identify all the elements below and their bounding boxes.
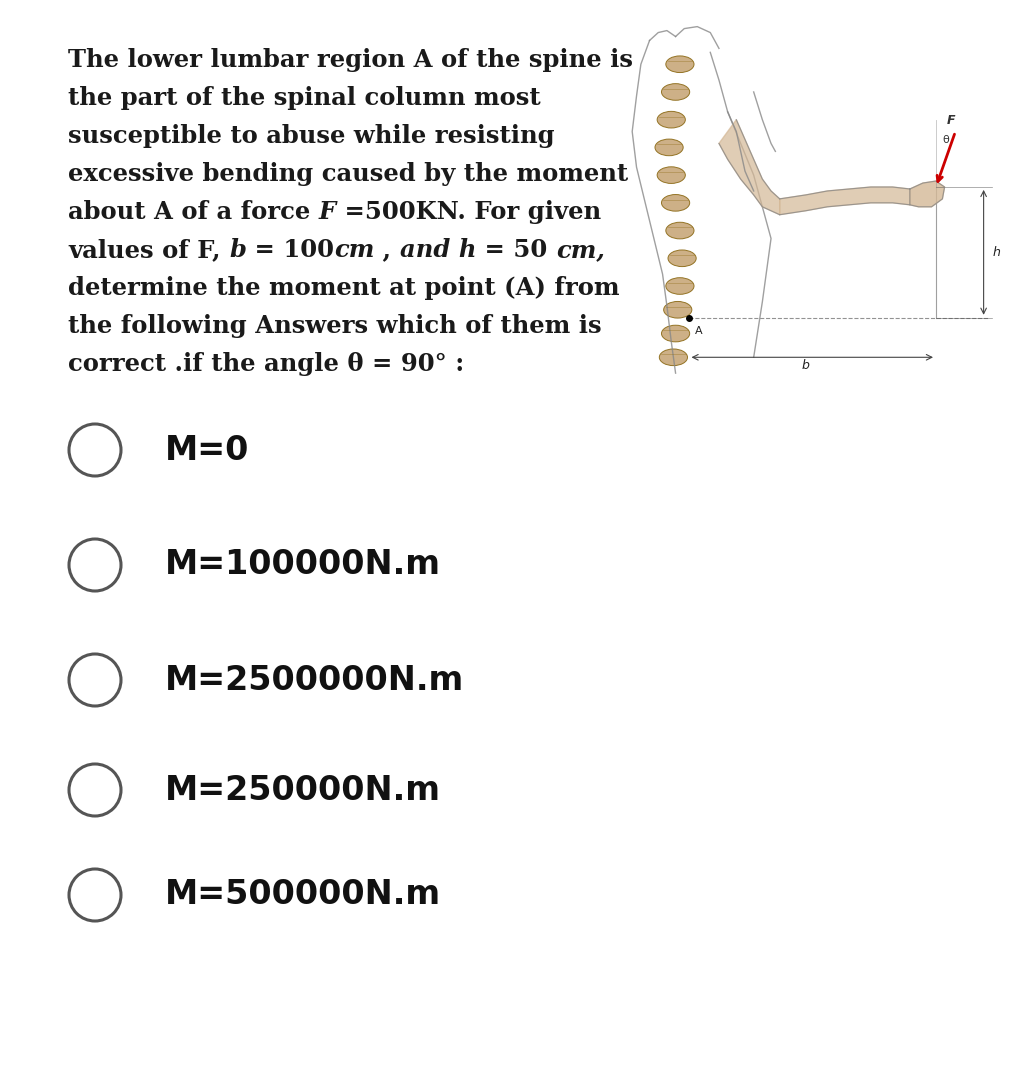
Text: excessive bending caused by the moment: excessive bending caused by the moment [68,162,628,186]
Text: b: b [802,359,810,372]
Text: M=2500000N.m: M=2500000N.m [165,664,464,697]
Polygon shape [910,181,944,207]
Text: = 100: = 100 [246,238,334,261]
Text: correct .if the angle θ = 90° :: correct .if the angle θ = 90° : [68,352,464,376]
Ellipse shape [666,56,694,73]
Ellipse shape [668,250,696,267]
Ellipse shape [659,349,688,366]
Text: h: h [993,246,1000,259]
Ellipse shape [666,278,694,294]
Text: and h: and h [400,238,476,261]
Text: M=250000N.m: M=250000N.m [165,774,441,806]
Text: values of F,: values of F, [68,238,229,261]
Text: cm: cm [334,238,374,261]
Ellipse shape [661,194,690,212]
Text: the following Answers which of them is: the following Answers which of them is [68,314,601,339]
Text: cm,: cm, [556,238,605,261]
Ellipse shape [657,167,685,183]
Text: θ: θ [942,136,949,145]
Ellipse shape [655,139,683,156]
Ellipse shape [657,112,685,128]
Polygon shape [780,187,910,215]
Ellipse shape [661,326,690,342]
Text: M=100000N.m: M=100000N.m [165,549,441,582]
Text: ,: , [374,238,400,261]
Text: determine the moment at point (A) from: determine the moment at point (A) from [68,276,620,299]
Polygon shape [719,119,780,215]
Text: = 50: = 50 [476,238,556,261]
Text: b: b [229,238,246,261]
Text: about A of a force: about A of a force [68,200,319,224]
Text: the part of the spinal column most: the part of the spinal column most [68,86,540,110]
Text: =500KN. For given: =500KN. For given [336,200,601,224]
Text: M=0: M=0 [165,434,249,467]
Text: susceptible to abuse while resisting: susceptible to abuse while resisting [68,124,555,148]
Text: M=500000N.m: M=500000N.m [165,879,441,911]
Ellipse shape [666,222,694,239]
Text: The lower lumbar region A of the spine is: The lower lumbar region A of the spine i… [68,48,633,72]
Ellipse shape [661,84,690,100]
Ellipse shape [663,302,692,318]
Text: F: F [319,200,336,224]
Text: F: F [947,114,956,127]
Text: A: A [695,326,702,335]
